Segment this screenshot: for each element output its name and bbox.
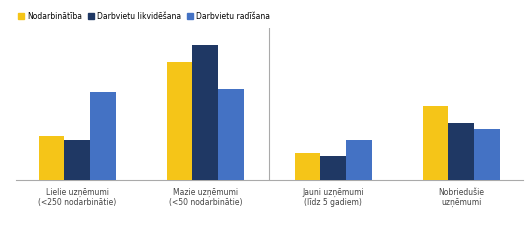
Bar — [167, 62, 193, 180]
Bar — [39, 136, 64, 180]
Bar — [474, 129, 499, 180]
Bar — [90, 92, 116, 180]
Bar — [193, 45, 218, 180]
Bar — [64, 140, 90, 180]
Bar — [295, 153, 320, 180]
Bar — [346, 140, 372, 180]
Legend: Nodarbinātība, Darbvietu likvidēšana, Darbvietu radīšana: Nodarbinātība, Darbvietu likvidēšana, Da… — [15, 9, 274, 24]
Bar — [320, 156, 346, 180]
Bar — [448, 123, 474, 180]
Bar — [423, 106, 448, 180]
Bar — [218, 89, 244, 180]
